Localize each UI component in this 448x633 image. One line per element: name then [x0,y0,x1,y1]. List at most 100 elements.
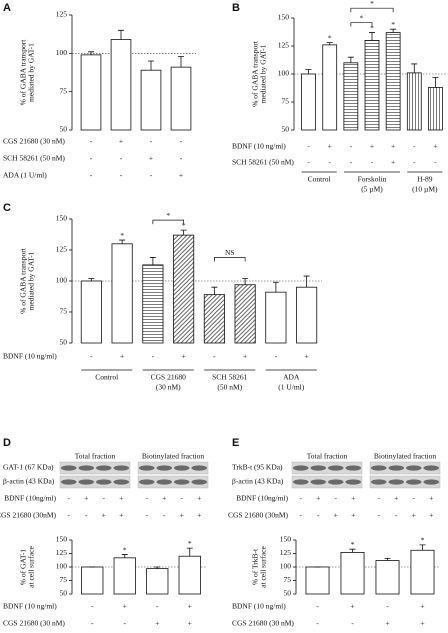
blot-band [423,465,440,471]
blot-row-sign: + [197,511,201,520]
bar [173,234,195,344]
blot-band [405,479,422,485]
bar [81,566,104,595]
error-bar [411,63,418,73]
y-tick-label: 75 [60,86,68,95]
blot-band [310,479,327,485]
row-sign: - [351,619,354,628]
y-axis-label: % of GABA transport [19,39,28,106]
group-label: Forskolin [358,175,387,184]
error-bar [303,275,310,288]
blot-row-sign: + [119,494,123,503]
error-bar [186,547,193,557]
blot-band [310,465,327,471]
error-bar [390,28,397,33]
blot-row-sign: - [317,511,320,520]
comparison-bracket [152,219,184,225]
y-axis-label: at cell surface [27,546,36,588]
row-sign: + [188,602,192,611]
fraction-label: Biotinylated fraction [142,452,205,461]
fraction-label: Biotinylated fraction [374,452,437,461]
error-bar [118,29,124,40]
bar [343,62,359,131]
row-sign: + [391,142,395,151]
group-label: (1 U/ml) [278,383,305,392]
row-label: CGS 21680 (30 nM) [3,137,65,146]
y-tick-label: 100 [278,69,290,78]
row-sign: - [90,154,93,163]
blot-band [113,465,130,471]
blot-row-sign: + [316,494,320,503]
y-tick-label: 100 [280,562,292,571]
group-label: ADA [283,373,300,382]
row-sign: - [156,602,159,611]
bar [234,284,256,344]
blot-band [423,479,440,485]
row-sign: - [350,142,353,151]
bar [301,73,316,131]
y-tick-label: 150 [56,535,68,544]
group-label: CGS 21680 [151,373,186,382]
row-sign: - [275,352,278,361]
blot-strip [59,475,131,489]
row-sign: + [420,602,424,611]
bar [385,32,401,131]
row-label: SCH 58261 (50 nM) [3,154,65,163]
row-sign: - [371,158,374,167]
blot-row-sign: - [378,511,381,520]
significance-mark: * [328,33,332,42]
comparison-bracket [350,22,373,27]
blot-row-sign: - [335,494,338,503]
blot-band [78,465,95,471]
blot-band [60,479,77,485]
significance-mark: * [182,221,186,230]
comparison-label: * [370,0,374,8]
significance-mark: * [188,539,192,548]
group-label: (10 µM) [412,185,438,194]
row-label: BDNF (10 ng/ml) [3,602,57,611]
y-tick-label: 125 [56,245,68,254]
y-tick-label: 125 [56,548,68,557]
comparison-label: * [360,13,364,22]
row-label: BDNF (10 ng/ml) [232,602,286,611]
blot-strip [137,461,209,475]
bar [142,264,164,344]
blot-band [345,465,362,471]
row-sign: + [179,171,183,180]
blot-row-sign: - [300,511,303,520]
bar [203,294,225,344]
y-axis-label: % of TrkB-t [251,548,260,585]
y-tick-label: 150 [278,13,290,22]
row-sign: + [305,352,309,361]
y-tick-label: 75 [282,97,290,106]
panel-letter: A [3,2,11,14]
blot-row-sign: - [85,511,88,520]
bar [80,280,102,344]
blot-row-sign: + [197,494,201,503]
row-label: BDNF (10 ng/ml) [232,142,286,151]
error-bar [347,56,354,63]
error-bar [305,69,312,74]
error-bar [419,544,426,551]
y-tick-label: 125 [280,548,292,557]
blot-row-label: CGS 21680 (30nM) [228,511,289,520]
comparison-label: * [166,211,170,220]
error-bar [154,566,161,569]
blot-band [370,465,387,471]
row-sign: - [91,602,94,611]
row-sign: + [350,602,354,611]
bar [296,286,318,344]
blot-band [327,465,344,471]
row-sign: - [90,171,93,180]
row-sign: + [119,137,123,146]
row-sign: + [391,158,395,167]
blot-strip [137,475,209,489]
row-sign: - [434,158,437,167]
row-label: CGS 21680 (30 nM) [3,619,65,628]
row-sign: + [243,352,247,361]
error-bar [88,51,94,55]
y-axis-label: % of GAT-1 [19,549,28,586]
blot-row-sign: - [395,511,398,520]
blot-row-sign: - [163,511,166,520]
blot-band [345,479,362,485]
